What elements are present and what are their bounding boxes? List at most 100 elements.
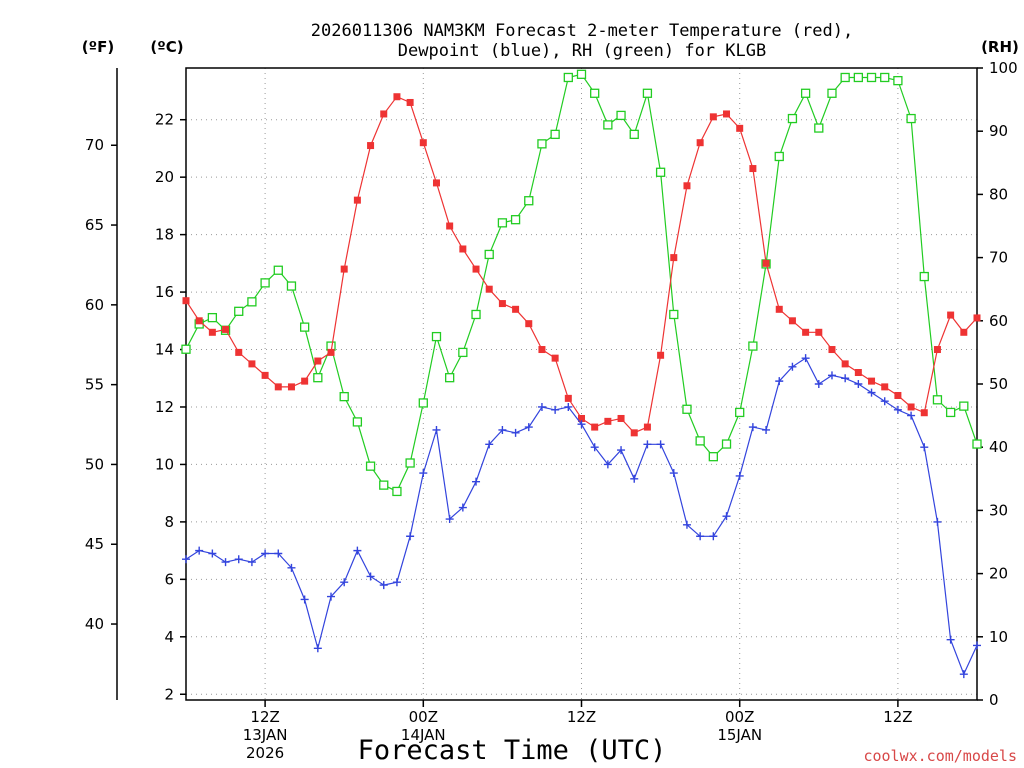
dewpoint-point bbox=[946, 635, 955, 644]
celsius-tick-label: 22 bbox=[155, 111, 174, 129]
rh-tick-label: 10 bbox=[989, 628, 1008, 646]
series-rh bbox=[181, 69, 982, 497]
fahrenheit-tick-label: 60 bbox=[85, 296, 104, 314]
time-tick-date-label: 15JAN bbox=[717, 726, 762, 744]
temperature-point bbox=[683, 182, 691, 190]
temperature-point bbox=[248, 360, 256, 368]
temperature-point bbox=[788, 317, 796, 325]
rh-point bbox=[365, 461, 376, 471]
rh-point bbox=[352, 417, 363, 427]
rh-point bbox=[247, 297, 257, 307]
temperature-point bbox=[287, 383, 295, 391]
dewpoint-point bbox=[788, 362, 797, 371]
temperature-point bbox=[195, 317, 203, 325]
rh-point bbox=[590, 88, 600, 98]
rh-point bbox=[497, 218, 508, 228]
rh-point bbox=[721, 439, 732, 449]
rh-point bbox=[893, 75, 903, 86]
temperature-point bbox=[578, 414, 585, 422]
rh-point bbox=[669, 309, 679, 320]
rh-tick-label: 60 bbox=[989, 312, 1008, 330]
fahrenheit-tick-label: 70 bbox=[85, 136, 104, 154]
rh-tick-label: 50 bbox=[989, 375, 1008, 393]
dewpoint-point bbox=[208, 549, 217, 558]
temperature-point bbox=[446, 222, 454, 230]
rh-point bbox=[866, 72, 877, 83]
rh-point bbox=[299, 322, 310, 332]
temperature-point bbox=[551, 354, 559, 362]
temperature-point bbox=[261, 371, 269, 379]
time-tick-date-label: 13JAN bbox=[243, 726, 288, 744]
temperature-point bbox=[274, 383, 282, 391]
temperature-point bbox=[762, 259, 770, 267]
dewpoint-point bbox=[748, 423, 757, 432]
temperature-point bbox=[182, 297, 190, 305]
dewpoint-point bbox=[735, 471, 744, 480]
dewpoint-point bbox=[432, 425, 441, 434]
temperature-point bbox=[419, 139, 427, 147]
dewpoint-point bbox=[340, 578, 349, 587]
temperature-point bbox=[657, 351, 665, 359]
temperature-point bbox=[960, 328, 968, 336]
dewpoint-point bbox=[406, 532, 415, 541]
rh-point bbox=[932, 395, 943, 405]
rh-point bbox=[787, 113, 798, 124]
temperature-point bbox=[314, 357, 322, 365]
temperature-point bbox=[894, 391, 902, 399]
dewpoint-point bbox=[643, 440, 652, 449]
temperature-point bbox=[235, 348, 243, 356]
dewpoint-point bbox=[669, 469, 678, 478]
dewpoint-point bbox=[419, 469, 428, 478]
series-temperature bbox=[182, 93, 981, 437]
rh-tick-label: 70 bbox=[989, 249, 1008, 267]
rh-point bbox=[445, 373, 455, 383]
time-tick-label: 00Z bbox=[409, 708, 438, 726]
temperature-point bbox=[472, 265, 480, 273]
rh-point bbox=[524, 196, 534, 206]
temperature-point bbox=[828, 346, 836, 354]
rh-point bbox=[827, 88, 837, 98]
fahrenheit-tick-label: 55 bbox=[85, 376, 104, 394]
temperature-point bbox=[933, 346, 941, 354]
rh-point bbox=[853, 72, 863, 83]
rh-point bbox=[510, 215, 521, 225]
temperature-point bbox=[498, 300, 506, 308]
fahrenheit-tick-label: 65 bbox=[85, 216, 104, 234]
celsius-tick-label: 12 bbox=[155, 398, 174, 416]
rh-point bbox=[629, 129, 639, 140]
temperature-point bbox=[617, 414, 625, 422]
celsius-tick-label: 6 bbox=[164, 570, 174, 588]
temperature-point bbox=[723, 110, 731, 118]
temperature-point bbox=[525, 320, 533, 328]
celsius-tick-label: 20 bbox=[155, 168, 174, 186]
dewpoint-point bbox=[907, 411, 916, 420]
time-tick-label: 12Z bbox=[567, 708, 596, 726]
dewpoint-point bbox=[261, 549, 270, 558]
rh-point bbox=[405, 458, 415, 468]
rh-point bbox=[181, 344, 191, 354]
temperature-point bbox=[775, 305, 783, 313]
dewpoint-point bbox=[564, 402, 573, 411]
dewpoint-point bbox=[880, 397, 889, 406]
chart-title-line-2: Dewpoint (blue), RH (green) for KLGB bbox=[398, 41, 766, 61]
dewpoint-point bbox=[696, 532, 705, 541]
temperature-point bbox=[340, 265, 348, 273]
dewpoint-point bbox=[656, 440, 665, 449]
temperature-point bbox=[854, 369, 862, 377]
celsius-tick-label: 14 bbox=[155, 341, 174, 359]
fahrenheit-axis-ticks: 40 45 50 55 60 65 70 bbox=[85, 136, 117, 633]
rh-point bbox=[748, 341, 758, 351]
temperature-point bbox=[881, 383, 889, 391]
temperature-point bbox=[327, 348, 335, 356]
dewpoint-point bbox=[762, 425, 771, 434]
rh-tick-label: 30 bbox=[989, 501, 1008, 519]
rh-unit-label: (RH) bbox=[981, 38, 1019, 56]
rh-point bbox=[945, 407, 956, 418]
dewpoint-point bbox=[920, 443, 929, 452]
dewpoint-point bbox=[537, 402, 546, 411]
dewpoint-point bbox=[867, 388, 876, 397]
dewpoint-point bbox=[973, 641, 981, 650]
rh-point bbox=[774, 151, 784, 162]
dewpoint-point bbox=[959, 670, 968, 679]
